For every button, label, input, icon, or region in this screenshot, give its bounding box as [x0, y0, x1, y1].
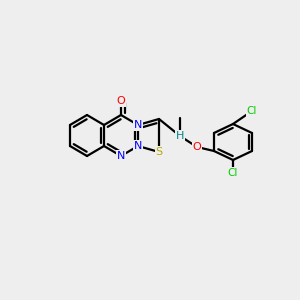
- Text: N: N: [117, 151, 125, 161]
- Text: S: S: [155, 147, 163, 157]
- Text: N: N: [134, 141, 142, 151]
- Text: H: H: [176, 131, 184, 141]
- Text: N: N: [134, 120, 142, 130]
- Text: Cl: Cl: [228, 168, 238, 178]
- Text: Cl: Cl: [247, 106, 257, 116]
- Text: O: O: [193, 142, 201, 152]
- Text: O: O: [117, 96, 125, 106]
